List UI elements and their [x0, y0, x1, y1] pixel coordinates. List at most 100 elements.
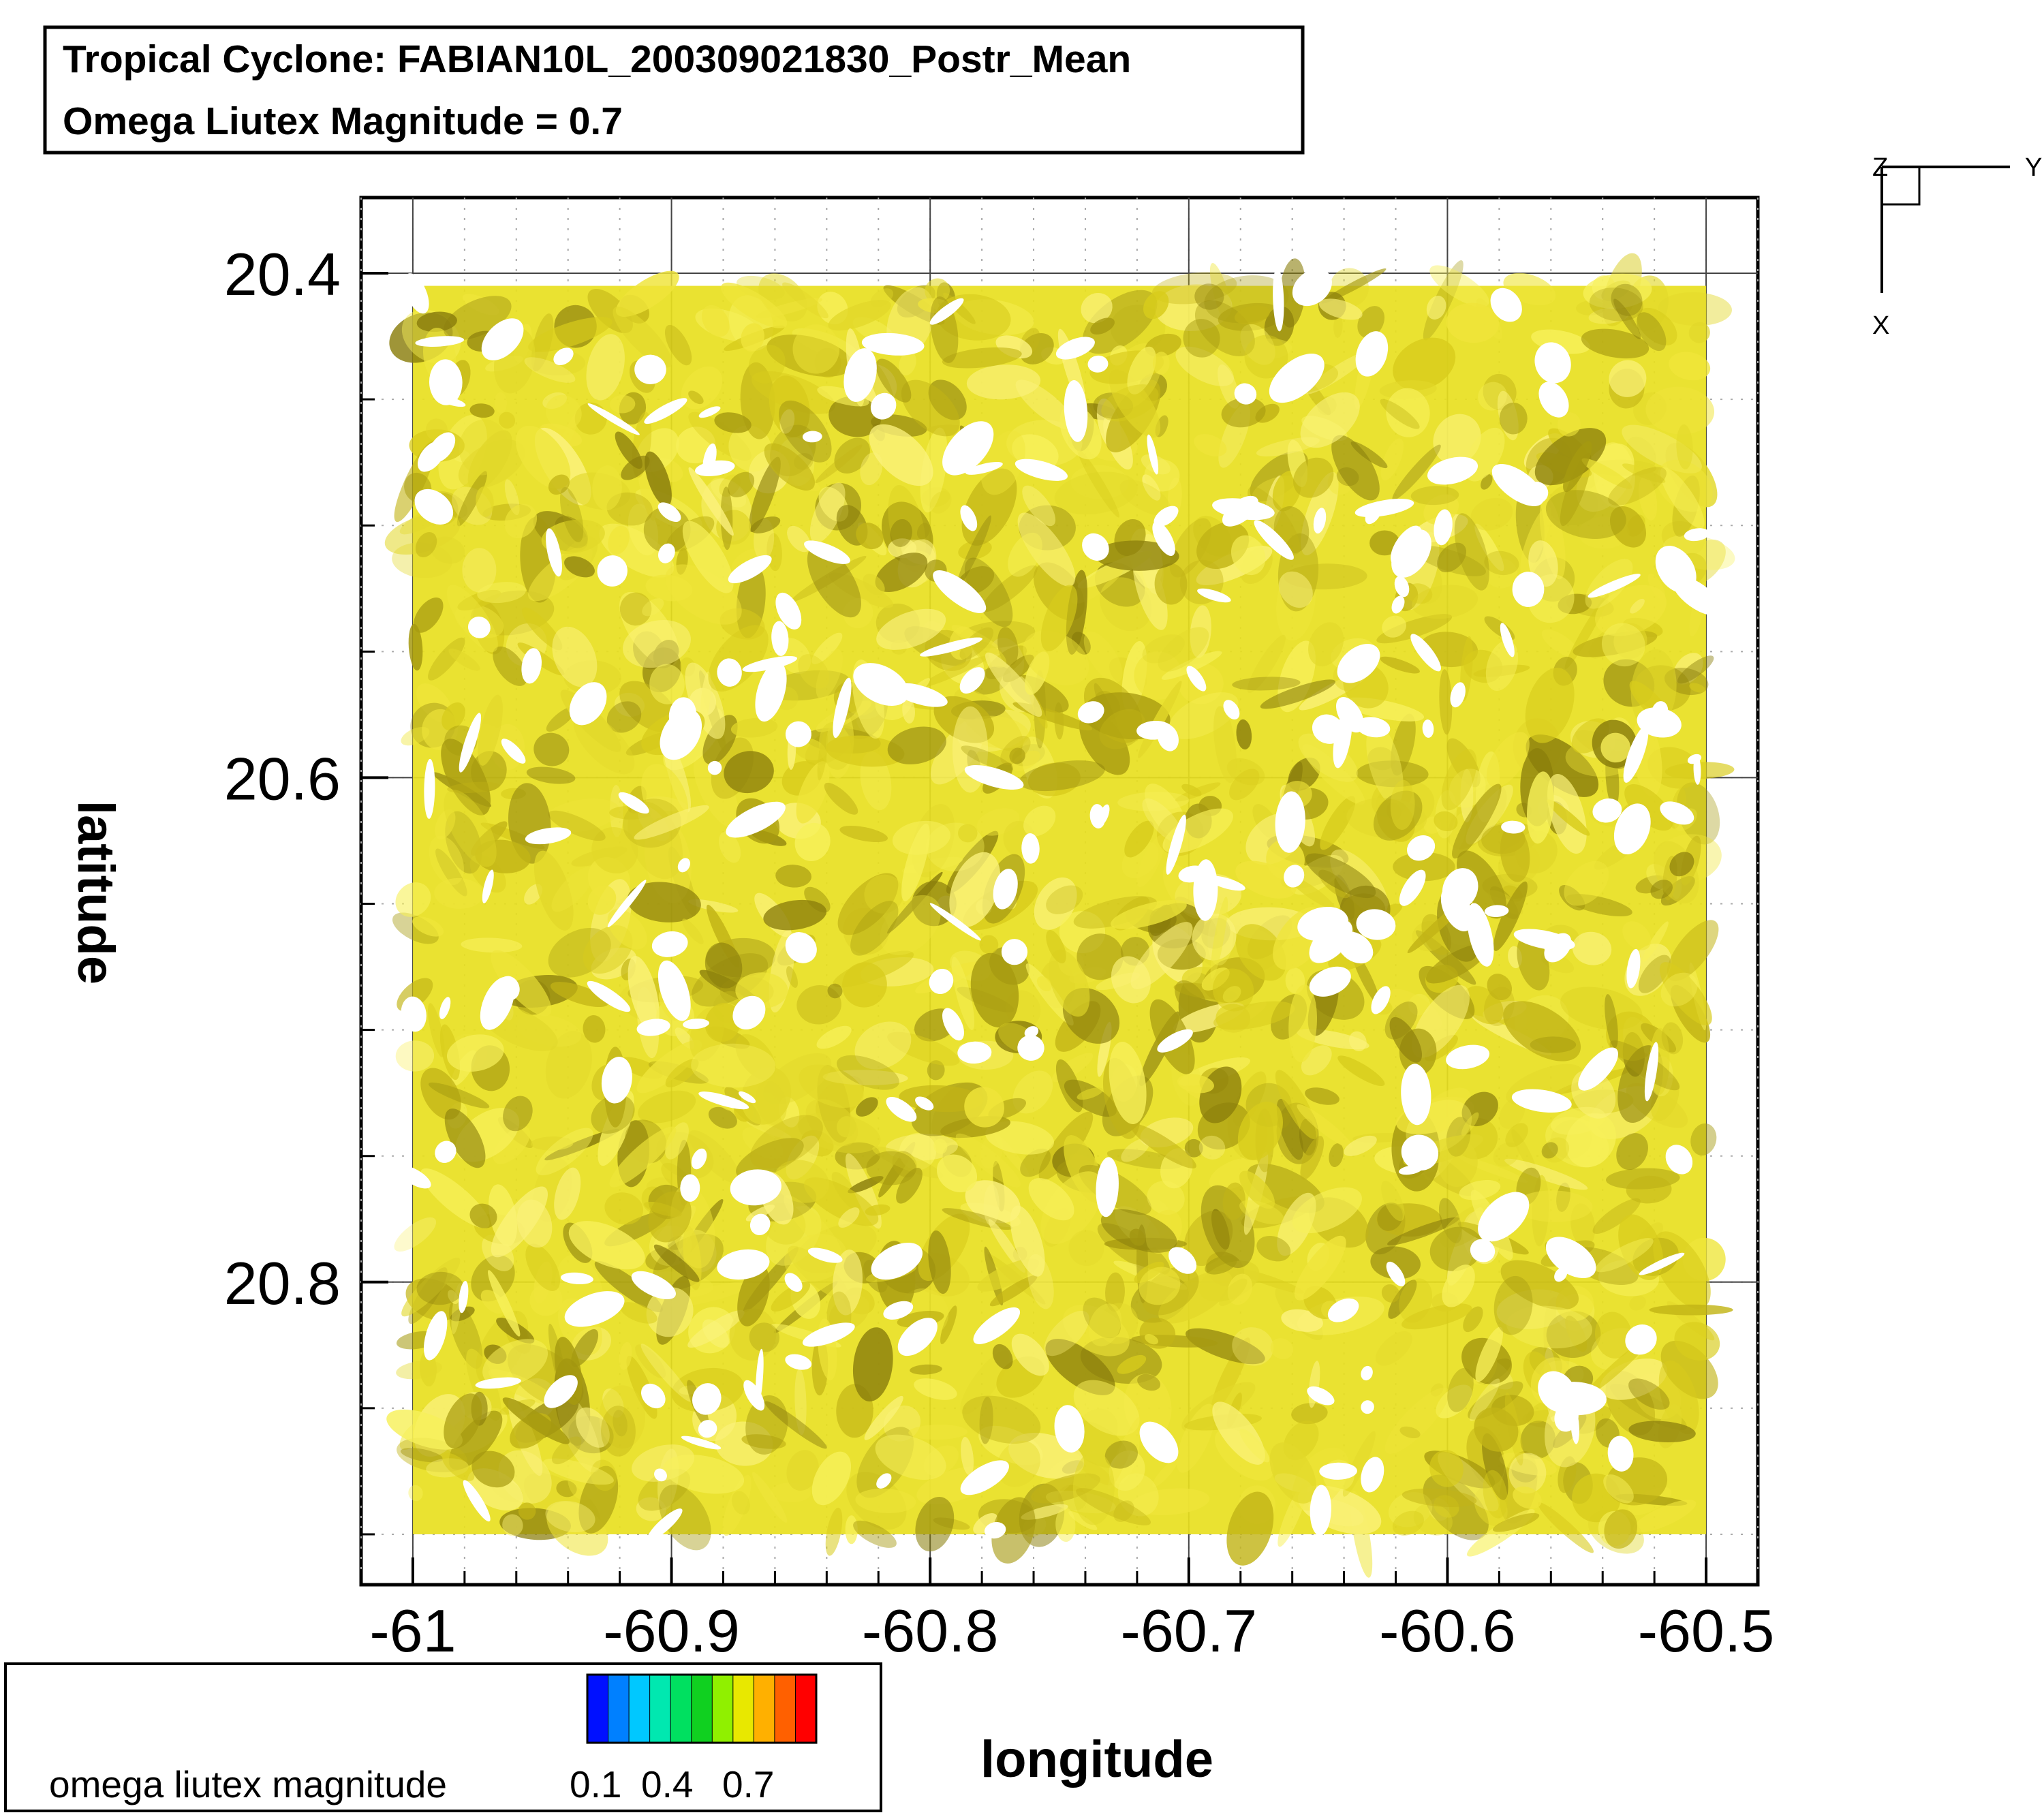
- isosurface-gap: [784, 1273, 803, 1292]
- isosurface-gap: [1197, 588, 1231, 603]
- isosurface-patch: [1381, 1284, 1400, 1303]
- isosurface-patch: [701, 305, 730, 337]
- isosurface-patch: [548, 474, 570, 495]
- isosurface-patch: [775, 865, 811, 888]
- isosurface-patch: [901, 823, 930, 901]
- isosurface-patch: [1130, 1123, 1196, 1169]
- isosurface-patch: [896, 1168, 923, 1204]
- isosurface-patch: [1152, 352, 1170, 375]
- isosurface-gap: [755, 662, 787, 722]
- isosurface-patch: [1136, 835, 1166, 888]
- isosurface-patch: [401, 726, 430, 746]
- isosurface-patch: [564, 556, 595, 578]
- isosurface-gap: [435, 1141, 456, 1163]
- isosurface-patch: [1221, 397, 1266, 428]
- isosurface-patch: [638, 1090, 696, 1123]
- isosurface-gap: [501, 739, 526, 764]
- isosurface-patch: [1036, 976, 1052, 992]
- isosurface-patch: [1184, 1138, 1203, 1158]
- isosurface-patch: [1661, 1022, 1684, 1055]
- isosurface-patch: [1192, 913, 1237, 961]
- isosurface-patch: [1583, 273, 1652, 309]
- colorbar-outline: [586, 1673, 818, 1744]
- isosurface-gap: [459, 713, 482, 773]
- isosurface-patch: [1226, 1491, 1274, 1566]
- isosurface-patch: [1674, 1322, 1720, 1361]
- isosurface-patch: [1181, 784, 1202, 796]
- isosurface-gap: [459, 1280, 469, 1314]
- isosurface-patch: [1161, 651, 1222, 680]
- isosurface-patch: [853, 1520, 897, 1548]
- isosurface-patch: [1218, 364, 1239, 409]
- isosurface-patch: [1660, 972, 1698, 1007]
- isosurface-patch: [1256, 1235, 1291, 1262]
- isosurface-patch: [1589, 288, 1643, 322]
- isosurface-patch: [915, 1497, 955, 1552]
- isosurface-patch: [428, 1082, 490, 1108]
- isosurface-patch: [1605, 994, 1618, 1049]
- isosurface-gap: [546, 528, 562, 577]
- isosurface-patch: [1414, 545, 1487, 576]
- isosurface-patch: [979, 1397, 993, 1444]
- isosurface-patch: [434, 878, 484, 909]
- isosurface-patch: [1151, 272, 1237, 305]
- isosurface-patch: [1645, 386, 1715, 435]
- isosurface-gap: [1017, 1035, 1044, 1061]
- isosurface-patch: [1616, 1133, 1648, 1170]
- isosurface-patch: [962, 1395, 1041, 1444]
- isosurface-patch: [1402, 1303, 1472, 1330]
- isosurface-patch: [571, 1329, 599, 1367]
- isosurface-patch: [1105, 1272, 1125, 1312]
- isosurface-gap: [833, 677, 852, 739]
- isosurface-gap: [1273, 267, 1284, 332]
- isosurface-gap: [1588, 574, 1641, 598]
- isosurface-patch: [594, 1260, 663, 1313]
- isosurface-patch: [890, 518, 912, 547]
- isosurface-patch: [1046, 930, 1066, 964]
- isosurface-patch: [1475, 1327, 1503, 1382]
- isosurface-patch: [1484, 550, 1519, 576]
- legend-tick-2: 0.7: [722, 1763, 774, 1805]
- isosurface-patch: [442, 1453, 475, 1481]
- isosurface-patch: [1237, 1101, 1283, 1160]
- isosurface-patch: [621, 455, 650, 480]
- isosurface-gap: [957, 1041, 992, 1064]
- isosurface-patch: [1609, 506, 1647, 548]
- isosurface-patch: [688, 467, 734, 536]
- isosurface-gap: [636, 1019, 670, 1036]
- isosurface-patch: [958, 824, 978, 843]
- isosurface-gap: [984, 1521, 1006, 1539]
- isosurface-patch: [1547, 799, 1590, 836]
- isosurface-patch: [1011, 1333, 1049, 1376]
- isosurface-patch: [435, 809, 456, 839]
- isosurface-patch: [1667, 920, 1719, 982]
- isosurface-patch: [957, 515, 991, 588]
- isosurface-patch: [1240, 324, 1275, 365]
- isosurface-patch: [981, 565, 1038, 612]
- isosurface-patch: [1079, 711, 1130, 775]
- isosurface-patch: [1588, 307, 1630, 324]
- isosurface-patch: [1470, 497, 1513, 531]
- isosurface-patch: [1186, 1328, 1265, 1365]
- isosurface-patch: [958, 540, 992, 560]
- isosurface-patch: [601, 1406, 636, 1457]
- isosurface-gap: [607, 880, 647, 928]
- isosurface-patch: [809, 482, 846, 544]
- isosurface-patch: [737, 1265, 770, 1327]
- isosurface-patch: [1608, 467, 1667, 506]
- isosurface-patch: [413, 598, 444, 633]
- isosurface-patch: [724, 751, 774, 794]
- isosurface-patch: [471, 1451, 515, 1488]
- isosurface-patch: [756, 1081, 787, 1126]
- y-tick-label: 20.4: [224, 241, 341, 308]
- isosurface-patch: [477, 582, 526, 604]
- tick-labels: -61 -60.9 -60.8 -60.7 -60.6 -60.5 20.4 20.6 20.8: [224, 241, 1775, 1664]
- isosurface-gap: [1401, 1134, 1439, 1171]
- isosurface-gap: [1491, 463, 1544, 507]
- isosurface-gap: [564, 1291, 625, 1327]
- isosurface-patch: [1010, 1205, 1045, 1277]
- isosurface-patch: [606, 701, 642, 733]
- isosurface-patch: [548, 810, 606, 841]
- isosurface-patch: [1011, 750, 1040, 771]
- isosurface-patch: [543, 798, 619, 833]
